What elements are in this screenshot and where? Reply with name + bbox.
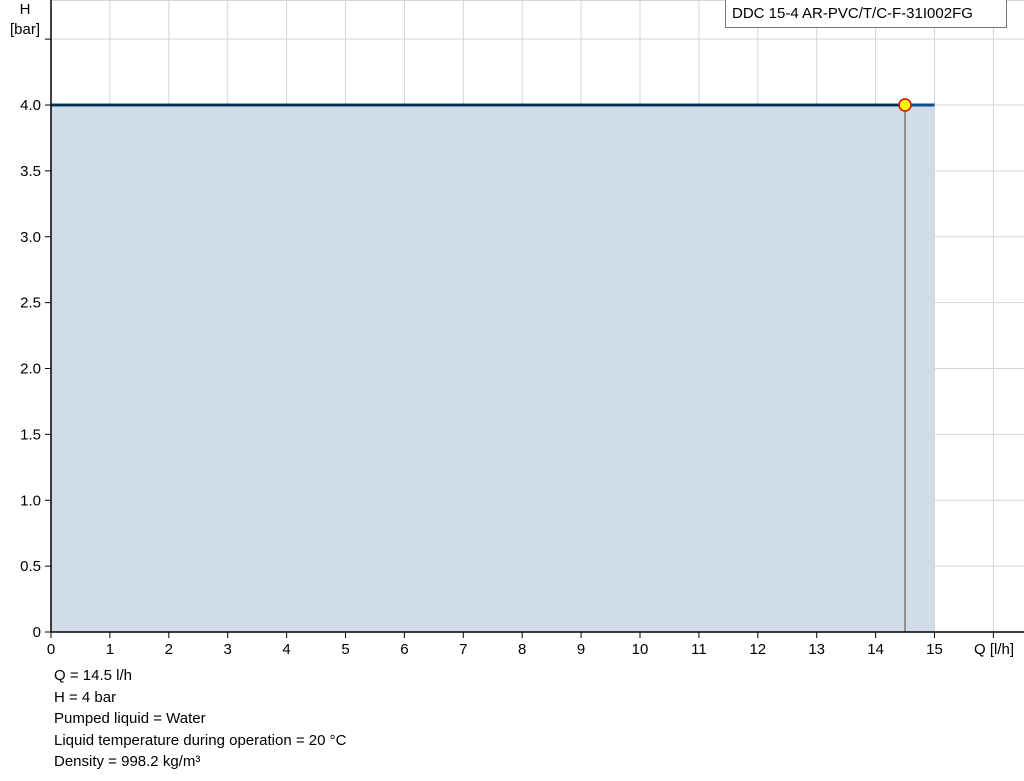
operating-point-marker — [898, 98, 912, 112]
operating-info: Q = 14.5 l/h H = 4 bar Pumped liquid = W… — [54, 665, 346, 773]
curve-area — [51, 105, 935, 632]
y-tick-label: 2.0 — [20, 361, 41, 378]
x-tick-label: 13 — [808, 641, 825, 658]
x-tick-label: 5 — [341, 641, 349, 658]
y-tick-label: 0.5 — [20, 558, 41, 575]
x-tick-label: 11 — [691, 641, 707, 658]
x-tick-label: 12 — [749, 641, 766, 658]
x-tick-label: 4 — [282, 641, 290, 658]
y-tick-label: 0 — [33, 624, 41, 641]
x-tick-label: 14 — [867, 641, 884, 658]
y-tick-label: 1.0 — [20, 492, 41, 509]
info-head: H = 4 bar — [54, 688, 117, 706]
x-tick-label: 2 — [165, 641, 173, 658]
x-axis-label: Q [l/h] — [974, 641, 1014, 658]
y-tick-label: 3.0 — [20, 229, 41, 246]
y-axis-unit: [bar] — [10, 21, 40, 38]
x-tick-label: 8 — [518, 641, 526, 658]
info-temperature: Liquid temperature during operation = 20… — [54, 731, 347, 749]
info-liquid: Pumped liquid = Water — [54, 710, 206, 727]
info-flow: Q = 14.5 l/h — [54, 667, 132, 684]
x-tick-label: 3 — [224, 641, 232, 658]
x-tick-label: 7 — [459, 641, 467, 658]
x-tick-label: 15 — [926, 641, 943, 658]
info-density: Density = 998.2 kg/m³ — [54, 753, 201, 770]
x-tick-label: 10 — [632, 641, 649, 658]
x-tick-label: 6 — [400, 641, 408, 658]
x-tick-label: 0 — [47, 641, 55, 658]
y-tick-label: 1.5 — [20, 426, 41, 443]
y-tick-label: 3.5 — [20, 163, 41, 180]
y-tick-label: 2.5 — [20, 295, 41, 312]
x-tick-label: 9 — [577, 641, 585, 658]
y-tick-label: 4.0 — [20, 97, 41, 114]
chart-title-box: DDC 15-4 AR-PVC/T/C-F-31I002FG — [725, 0, 1007, 28]
y-axis-label: H — [20, 1, 31, 18]
x-tick-label: 1 — [106, 641, 114, 658]
